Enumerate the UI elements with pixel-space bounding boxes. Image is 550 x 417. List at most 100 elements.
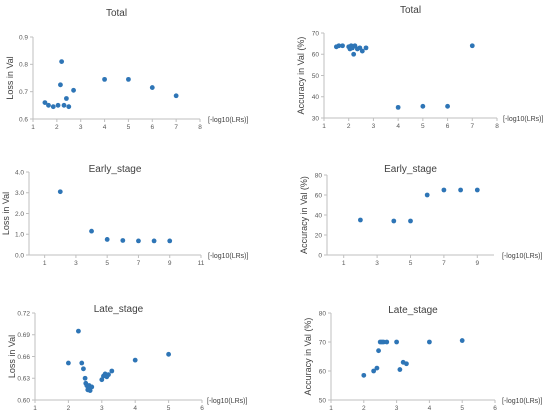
data-point [102, 76, 107, 82]
y-tick-label: 0.7 [19, 89, 28, 96]
y-tick-label: 0.8 [19, 62, 28, 69]
x-tick-label: 8 [198, 124, 202, 131]
x-tick-label: 6 [200, 405, 204, 412]
data-point [42, 100, 48, 105]
data-point [109, 368, 115, 374]
y-tick-label: 0.0 [15, 252, 24, 259]
data-point [394, 339, 399, 345]
data-point [66, 104, 72, 110]
data-point [371, 368, 377, 374]
data-point [66, 360, 71, 366]
chart-title: Total [400, 5, 421, 16]
x-tick-label: 5 [421, 123, 425, 130]
y-tick-label: 70 [319, 339, 327, 346]
x-tick-label: 1 [33, 405, 37, 412]
data-point [427, 339, 432, 345]
data-point [46, 102, 51, 108]
x-tick-label: 2 [347, 123, 351, 130]
data-point [395, 104, 401, 110]
data-point [79, 360, 85, 366]
x-tick-label: 5 [460, 405, 464, 412]
chart-title: Total [106, 8, 127, 19]
y-axis-label: Accuracy in Val (%) [296, 37, 306, 115]
y-tick-label: 0.6 [19, 116, 28, 123]
x-tick-label: 1 [342, 260, 346, 267]
y-axis-label: Loss in Val [1, 192, 11, 235]
y-tick-label: 0.9 [19, 34, 28, 41]
data-point [376, 348, 381, 354]
data-point [424, 192, 430, 198]
x-tick-label: 3 [375, 260, 379, 267]
x-tick-label: 6 [150, 124, 154, 131]
data-point [82, 375, 88, 381]
x-tick-label: 7 [442, 260, 446, 267]
x-axis-label: [-log10(LRs)] [208, 117, 249, 124]
y-tick-label: 0.60 [17, 397, 30, 404]
data-point [136, 238, 141, 244]
x-tick-label: 9 [168, 260, 172, 267]
data-point [76, 328, 81, 334]
data-point [361, 372, 367, 378]
chart-panel-4: Early_stage Accuracy in Val (%) [-log10(LR… [299, 164, 543, 267]
data-point [363, 45, 369, 51]
x-tick-label: 3 [395, 405, 399, 412]
data-point [167, 238, 173, 244]
x-tick-label: 4 [428, 405, 432, 412]
x-axis-label: [-log10(LRs)] [502, 253, 543, 260]
y-tick-label: 2.0 [15, 211, 24, 218]
x-tick-label: 8 [495, 123, 499, 130]
data-point [89, 228, 94, 234]
data-point [71, 87, 76, 93]
y-tick-label: 0.63 [17, 376, 30, 383]
data-point [55, 102, 61, 108]
data-point [351, 51, 357, 57]
y-tick-label: 70 [312, 30, 320, 37]
x-tick-label: 5 [105, 260, 109, 267]
y-axis-label: Loss in Val [5, 56, 15, 99]
y-tick-label: 40 [312, 94, 320, 101]
data-point [99, 377, 105, 383]
data-point [374, 365, 380, 371]
data-point [445, 103, 450, 109]
x-tick-label: 11 [198, 260, 205, 267]
chart-panel-6: Late_stage Accuracy in Val (%) [-log10(LRs… [303, 305, 543, 412]
x-tick-label: 1 [329, 405, 333, 412]
data-point [126, 76, 131, 82]
x-tick-label: 5 [127, 124, 131, 131]
y-tick-label: 0.72 [17, 310, 30, 317]
x-tick-label: 9 [475, 260, 479, 267]
chart-title: Early_stage [384, 164, 437, 175]
y-tick-label: 80 [319, 310, 327, 317]
y-tick-label: 4.0 [15, 169, 24, 176]
data-point [340, 43, 345, 49]
x-tick-label: 3 [74, 260, 78, 267]
x-tick-label: 4 [103, 124, 107, 131]
x-tick-label: 7 [137, 260, 141, 267]
data-point [474, 187, 480, 193]
data-point [132, 357, 138, 363]
data-point [151, 238, 157, 244]
y-tick-label: 20 [315, 232, 323, 239]
y-tick-label: 60 [319, 368, 327, 375]
data-point [106, 372, 111, 378]
data-point [404, 361, 409, 367]
x-tick-label: 2 [55, 124, 59, 131]
x-tick-label: 6 [493, 405, 497, 412]
data-point [64, 96, 69, 101]
data-point [87, 388, 93, 393]
y-axis-label: Loss in Val [7, 335, 17, 378]
data-point [459, 338, 465, 343]
x-axis-label: [-log10(LRs)] [208, 253, 249, 260]
x-tick-label: 7 [174, 124, 178, 131]
x-tick-label: 4 [133, 405, 137, 412]
y-tick-label: 60 [312, 52, 320, 59]
chart-panel-1: Total Loss in Val [-log10(LRs)] 0.6 0.7 0.8 0.… [5, 8, 249, 131]
data-point [104, 237, 110, 242]
x-tick-label: 2 [67, 405, 71, 412]
y-tick-label: 3.0 [15, 190, 24, 197]
x-axis-label: [-log10(LRs)] [207, 398, 248, 405]
y-axis-label: Accuracy in Val (%) [303, 318, 313, 396]
y-tick-label: 50 [319, 397, 327, 404]
data-point [149, 85, 155, 90]
